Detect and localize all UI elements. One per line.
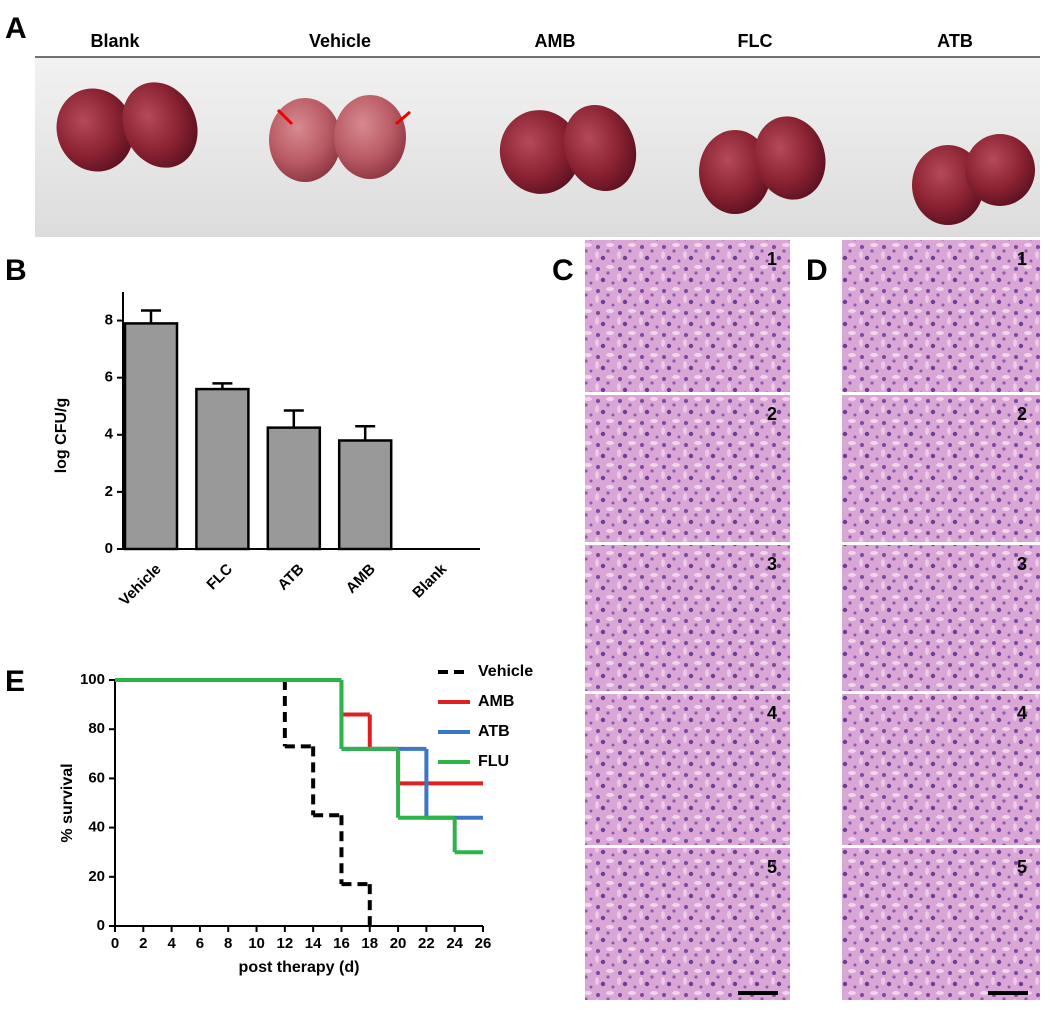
group-label: ATB: [937, 31, 973, 51]
y-tick-label: 6: [105, 369, 113, 386]
kidneys: [56, 82, 1035, 225]
bar: [337, 439, 393, 551]
y-tick-label: 4: [105, 426, 114, 443]
x-tick-label: Blank: [409, 560, 450, 601]
legend-label: Vehicle: [478, 663, 533, 680]
panel-label: E: [5, 665, 25, 698]
group-label: AMB: [535, 31, 576, 51]
histology-image: [585, 240, 790, 392]
histology-image: [842, 694, 1040, 845]
panel-label: C: [552, 254, 574, 287]
y-axis-label: % survival: [59, 763, 76, 842]
x-tick-label: 2: [139, 935, 147, 952]
y-axis-label: log CFU/g: [53, 398, 70, 474]
image-number: 3: [767, 554, 777, 574]
image-number: 4: [1017, 703, 1027, 723]
x-tick-label: 10: [248, 935, 265, 952]
legend-label: AMB: [478, 693, 514, 710]
x-axis-label: post therapy (d): [239, 959, 360, 976]
y-tick-label: 20: [88, 868, 105, 885]
x-tick-label: 8: [224, 935, 232, 952]
x-tick-label: Vehicle: [116, 561, 165, 610]
image-number: 2: [767, 404, 777, 424]
histology-image: [585, 545, 790, 691]
x-tick-label: AMB: [343, 561, 379, 597]
x-tick-label: 16: [333, 935, 350, 952]
x-tick-label: 20: [390, 935, 407, 952]
y-tick-label: 40: [88, 819, 105, 836]
image-number: 4: [767, 703, 777, 723]
x-tick-label: 26: [475, 935, 492, 952]
group-label: Vehicle: [309, 31, 371, 51]
bar: [266, 426, 322, 551]
image-number: 5: [767, 857, 777, 877]
x-tick-label: 4: [167, 935, 176, 952]
histology-image: [842, 395, 1040, 542]
y-tick-label: 0: [105, 540, 113, 557]
x-tick-label: 12: [277, 935, 294, 952]
panel-label: A: [5, 12, 27, 45]
legend-label: ATB: [478, 723, 510, 740]
histology-image: [585, 395, 790, 542]
x-tick-label: 22: [418, 935, 435, 952]
panel-label: D: [806, 254, 828, 287]
panel-label: B: [5, 254, 27, 287]
y-tick-label: 100: [80, 671, 105, 688]
group-label: FLC: [738, 31, 773, 51]
image-number: 5: [1017, 857, 1027, 877]
x-tick-label: 14: [305, 935, 322, 952]
histology-image: [585, 848, 790, 1000]
x-tick-label: FLC: [203, 561, 236, 594]
x-tick-label: 6: [196, 935, 204, 952]
histology-image: [842, 240, 1040, 392]
y-tick-label: 60: [88, 769, 105, 786]
image-number: 2: [1017, 404, 1027, 424]
x-tick-label: 24: [446, 935, 463, 952]
image-number: 1: [1017, 249, 1027, 269]
image-number: 3: [1017, 554, 1027, 574]
histology-image: [842, 848, 1040, 1000]
x-tick-label: ATB: [274, 560, 307, 593]
legend-label: FLU: [478, 753, 509, 770]
y-tick-label: 8: [105, 312, 113, 329]
histology-image: [842, 545, 1040, 691]
group-label: Blank: [90, 31, 140, 51]
y-tick-label: 0: [97, 917, 105, 934]
x-tick-label: 0: [111, 935, 119, 952]
image-number: 1: [767, 249, 777, 269]
bar: [195, 387, 250, 551]
histology-image: [585, 694, 790, 845]
x-tick-label: 18: [361, 935, 378, 952]
bar: [123, 322, 179, 551]
y-tick-label: 2: [105, 483, 113, 500]
y-tick-label: 80: [88, 720, 105, 737]
